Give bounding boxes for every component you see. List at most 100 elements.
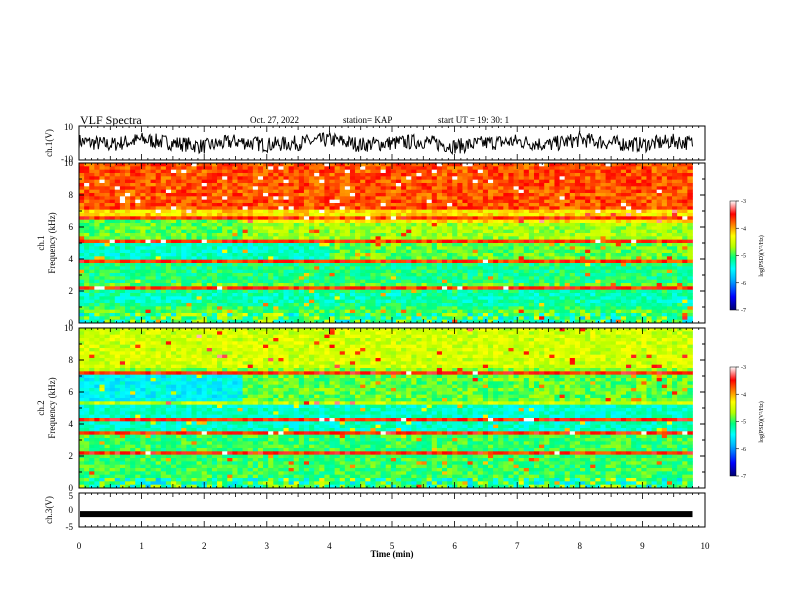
spectrogram-cell <box>79 196 85 201</box>
spectrogram-cell <box>574 286 581 291</box>
spectrogram-cell <box>610 256 617 261</box>
spectrogram-cell <box>580 246 586 251</box>
spectrogram-cell <box>237 273 243 277</box>
spectrogram-cell <box>145 183 151 187</box>
spectrogram-cell <box>416 166 422 171</box>
spectrogram-cell <box>293 259 300 264</box>
spectrogram-cell <box>436 216 443 221</box>
spectrogram-cell <box>385 226 392 231</box>
spectrogram-cell <box>467 236 474 241</box>
spectrogram-cell <box>119 209 126 214</box>
spectrogram-cell <box>390 279 397 284</box>
spectrogram-cell <box>447 239 453 244</box>
spectrogram-cell <box>385 166 392 171</box>
spectrogram-cell <box>237 266 243 271</box>
spectrogram-cell <box>125 256 131 261</box>
spectrogram-cell <box>375 219 382 224</box>
spectrogram-cell <box>477 179 484 184</box>
spectrogram-cell <box>339 183 346 187</box>
spectrogram-cell <box>447 213 453 217</box>
spectrogram-cell <box>539 239 545 244</box>
spectrogram-cell <box>319 183 325 187</box>
spectrogram-cell <box>600 176 606 181</box>
spectrogram-cell <box>513 223 520 227</box>
spectrogram-cell <box>99 273 105 277</box>
spectrogram-cell <box>201 199 208 204</box>
spectrogram-cell <box>349 233 356 237</box>
spectrogram-cell <box>278 279 284 284</box>
spectrogram-cell <box>191 173 197 177</box>
spectrogram-cell <box>293 293 300 297</box>
spectrogram-cell <box>273 219 279 224</box>
spectrogram-cell <box>268 279 274 284</box>
spectrogram-cell <box>349 269 356 274</box>
spectrogram-cell <box>109 163 116 167</box>
spectrogram-cell <box>176 249 182 254</box>
spectrogram-cell <box>395 199 402 204</box>
spectrogram-cell <box>201 283 208 287</box>
spectrogram-cell <box>324 219 330 224</box>
spectrogram-cell <box>610 246 617 251</box>
spectrogram-cell <box>150 289 157 294</box>
spectrogram-cell <box>186 283 192 287</box>
spectrogram-cell <box>150 186 157 191</box>
spectrogram-cell <box>119 176 126 181</box>
spectrogram-cell <box>355 196 361 201</box>
spectrogram-cell <box>252 169 259 174</box>
spectrogram-cell <box>503 206 509 211</box>
spectrogram-cell <box>656 229 663 234</box>
spectrogram-cell <box>365 169 371 174</box>
spectrogram-cell <box>165 219 172 224</box>
spectrogram-cell <box>263 226 269 231</box>
spectrogram-cell <box>242 219 249 224</box>
spectrogram-cell <box>569 266 576 271</box>
spectrogram-cell <box>569 243 576 247</box>
spectrogram-cell <box>119 226 126 231</box>
spectrogram-cell <box>574 276 581 281</box>
spectrogram-cell <box>666 286 673 291</box>
spectrogram-cell <box>232 283 238 287</box>
spectrogram-cell <box>89 193 95 197</box>
spectrogram-cell <box>319 233 325 237</box>
spectrogram-cell <box>140 243 146 247</box>
spectrogram-cell <box>395 216 402 221</box>
spectrogram-cell <box>140 223 146 227</box>
spectrogram-cell <box>140 219 146 224</box>
spectrogram-cell <box>314 193 320 197</box>
spectrogram-cell <box>114 259 121 264</box>
spectrogram-cell <box>564 286 571 291</box>
spectrogram-cell <box>278 179 284 184</box>
spectrogram-cell <box>257 219 264 224</box>
spectrogram-cell <box>99 163 105 167</box>
spectrogram-cell <box>569 273 576 277</box>
spectrogram-cell <box>631 233 637 237</box>
spectrogram-cell <box>559 166 566 171</box>
spectrogram-cell <box>140 236 146 241</box>
spectrogram-cell <box>574 226 581 231</box>
spectrogram-cell <box>130 273 136 277</box>
spectrogram-cell <box>426 219 433 224</box>
spectrogram-cell <box>380 176 387 181</box>
spectrogram-cell <box>513 246 520 251</box>
spectrogram-cell <box>431 276 438 281</box>
spectrogram-cell <box>426 203 433 207</box>
spectrogram-cell <box>99 186 105 191</box>
spectrogram-cell <box>503 163 509 167</box>
spectrogram-cell <box>503 279 509 284</box>
spectrogram-cell <box>549 229 555 234</box>
spectrogram-cell <box>380 246 387 251</box>
spectrogram-cell <box>390 189 397 194</box>
spectrogram-cell <box>125 216 131 221</box>
spectrogram-cell <box>247 239 254 244</box>
spectrogram-cell <box>293 176 300 181</box>
spectrogram-cell <box>600 226 606 231</box>
spectrogram-cell <box>682 233 688 237</box>
spectrogram-cell <box>528 266 535 271</box>
spectrogram-cell <box>385 246 392 251</box>
spectrogram-cell <box>89 189 95 194</box>
spectrogram-cell <box>283 253 289 257</box>
spectrogram-cell <box>140 263 146 267</box>
spectrogram-cell <box>273 206 279 211</box>
spectrogram-cell <box>360 289 366 294</box>
spectrogram-cell <box>610 163 617 167</box>
